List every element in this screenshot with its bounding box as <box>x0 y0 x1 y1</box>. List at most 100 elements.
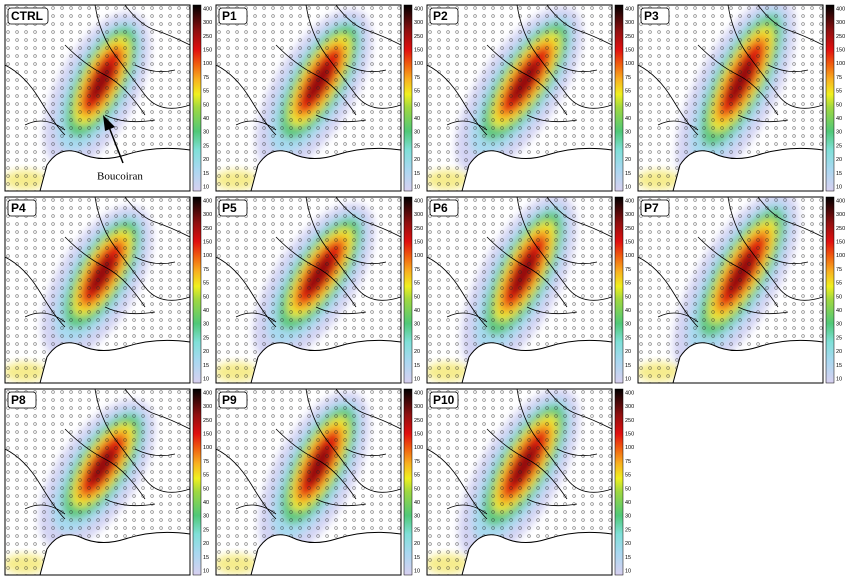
colorbar-tick-label: 100 <box>625 253 634 259</box>
colorbar-tick-label: 15 <box>625 363 631 369</box>
map-panel: P9 400 300 250 150 100 75 55 50 40 30 25 20 15 10 <box>215 388 423 576</box>
map-frame <box>4 196 191 384</box>
colorbar-tick-label: 10 <box>836 184 842 190</box>
colorbar-tick-label: 150 <box>203 432 212 438</box>
colorbar-tick-label: 50 <box>836 102 842 108</box>
colorbar-tick-label: 75 <box>203 459 209 465</box>
colorbar-tick-label: 30 <box>625 130 631 136</box>
map-base <box>5 5 190 191</box>
colorbar-tick-label: 55 <box>203 281 209 287</box>
colorbar-tick-label: 20 <box>836 157 842 163</box>
map <box>427 5 612 191</box>
colorbar-tick-label: 400 <box>625 6 634 12</box>
colorbar-tick-label: 250 <box>625 418 634 424</box>
colorbar-tick-label: 30 <box>414 322 420 328</box>
colorbar-tick-label: 30 <box>625 322 631 328</box>
colorbar-tick-label: 150 <box>414 48 423 54</box>
colorbar-tick-label: 250 <box>203 34 212 40</box>
colorbar-tick-label: 20 <box>203 541 209 547</box>
panel-label: P7 <box>644 201 659 215</box>
colorbar <box>825 4 835 192</box>
colorbar-tick-label: 300 <box>414 20 423 26</box>
colorbar-tick-label: 55 <box>625 89 631 95</box>
map-panel: P5 400 300 250 150 100 75 55 50 40 30 25 20 15 10 <box>215 196 423 384</box>
map <box>427 389 612 575</box>
colorbar-tick-label: 50 <box>625 486 631 492</box>
colorbar-tick-label: 25 <box>625 143 631 149</box>
map-base <box>638 5 823 191</box>
colorbar-tick-label: 250 <box>203 226 212 232</box>
colorbar-tick-label: 400 <box>414 390 423 396</box>
map-base <box>5 389 190 575</box>
map-frame <box>4 388 191 576</box>
colorbar-tick-label: 25 <box>625 527 631 533</box>
panel-label: P1 <box>222 9 237 23</box>
label-box <box>7 7 49 25</box>
colorbar <box>403 4 413 192</box>
colorbar-tick-label: 75 <box>625 75 631 81</box>
colorbar-tick-label: 150 <box>625 48 634 54</box>
colorbar-tick-label: 20 <box>414 157 420 163</box>
panel-label: P9 <box>222 393 237 407</box>
colorbar <box>403 388 413 576</box>
colorbar-tick-label: 75 <box>414 459 420 465</box>
colorbar <box>192 4 202 192</box>
colorbar-tick-label: 250 <box>203 418 212 424</box>
colorbar-tick-label: 75 <box>836 267 842 273</box>
panel-label: P4 <box>11 201 26 215</box>
colorbar <box>614 4 624 192</box>
colorbar-tick-label: 150 <box>414 240 423 246</box>
colorbar-tick-label: 50 <box>625 294 631 300</box>
colorbar-tick-label: 50 <box>203 294 209 300</box>
colorbar <box>614 388 624 576</box>
colorbar-tick-label: 300 <box>203 404 212 410</box>
colorbar-tick-label: 10 <box>414 184 420 190</box>
map-base <box>427 5 612 191</box>
colorbar-tick-label: 20 <box>625 349 631 355</box>
annotation: Boucoiran <box>97 171 143 183</box>
colorbar-tick-label: 150 <box>203 48 212 54</box>
map-frame <box>637 4 824 192</box>
colorbar-tick-label: 100 <box>203 61 212 67</box>
colorbar-tick-label: 20 <box>836 349 842 355</box>
colorbar-tick-label: 15 <box>414 171 420 177</box>
colorbar-tick-label: 10 <box>625 184 631 190</box>
label-box <box>429 7 459 25</box>
colorbar-tick-label: 25 <box>203 527 209 533</box>
colorbar-tick-label: 250 <box>625 226 634 232</box>
colorbar-tick-label: 40 <box>836 308 842 314</box>
colorbar <box>825 196 835 384</box>
colorbar-tick-label: 25 <box>414 335 420 341</box>
colorbar-tick-label: 150 <box>414 432 423 438</box>
map-base <box>427 389 612 575</box>
map <box>638 5 823 191</box>
colorbar-tick-label: 150 <box>625 240 634 246</box>
colorbar-tick-label: 75 <box>836 75 842 81</box>
colorbar-tick-label: 300 <box>625 20 634 26</box>
map-base <box>216 389 401 575</box>
colorbar-tick-label: 40 <box>203 308 209 314</box>
colorbar-tick-label: 30 <box>625 514 631 520</box>
panel-label: CTRL <box>11 9 43 23</box>
label-box <box>7 199 37 217</box>
colorbar-tick-label: 10 <box>625 376 631 382</box>
colorbar-tick-label: 20 <box>414 541 420 547</box>
colorbar-tick-label: 150 <box>836 48 845 54</box>
label-box <box>218 391 248 409</box>
colorbar-tick-label: 15 <box>203 555 209 561</box>
colorbar-tick-label: 30 <box>836 322 842 328</box>
colorbar-tick-label: 15 <box>203 363 209 369</box>
colorbar-tick-label: 20 <box>203 157 209 163</box>
colorbar-tick-label: 30 <box>203 514 209 520</box>
colorbar-tick-label: 400 <box>203 198 212 204</box>
map-panel: P1 400 300 250 150 100 75 55 50 40 30 25 20 15 10 <box>215 4 423 192</box>
colorbar-tick-label: 100 <box>414 253 423 259</box>
map-panel: P2 400 300 250 150 100 75 55 50 40 30 25 20 15 10 <box>426 4 634 192</box>
colorbar-tick-label: 400 <box>414 198 423 204</box>
colorbar-tick-label: 25 <box>414 527 420 533</box>
colorbar-tick-label: 40 <box>203 500 209 506</box>
colorbar-tick-label: 100 <box>414 445 423 451</box>
colorbar-tick-label: 55 <box>836 89 842 95</box>
panel-label: P5 <box>222 201 237 215</box>
